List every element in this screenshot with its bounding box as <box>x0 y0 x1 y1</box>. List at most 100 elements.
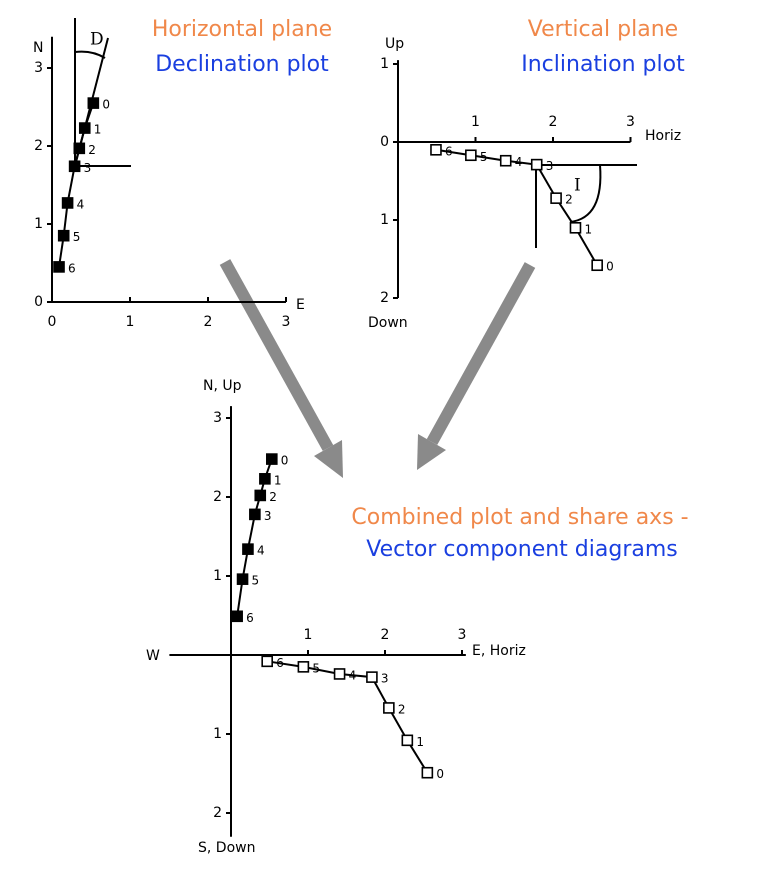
point-label: 0 <box>606 260 614 274</box>
data-point <box>333 668 346 680</box>
subtitle: Declination plot <box>155 52 329 77</box>
data-point <box>87 97 100 109</box>
data-point <box>421 766 434 779</box>
data-point <box>569 222 582 234</box>
data-point <box>465 149 477 162</box>
angle-arc <box>74 50 106 59</box>
data-point <box>499 154 512 167</box>
x-tick-label: 1 <box>126 314 135 330</box>
y-tick-label: 3 <box>34 60 43 76</box>
data-point <box>383 702 395 714</box>
data-point <box>231 610 243 623</box>
y-tick-label: 1 <box>213 726 222 742</box>
data-point <box>297 661 310 673</box>
point-label: 2 <box>565 193 573 207</box>
x-tick-label: 3 <box>282 314 291 330</box>
angle-arc <box>569 164 602 223</box>
arrow-head <box>417 434 446 470</box>
subtitle: Inclination plot <box>521 52 685 77</box>
point-label: 1 <box>274 473 282 487</box>
data-point <box>266 453 278 465</box>
y-tick-label: 1 <box>213 568 222 584</box>
data-point <box>78 122 91 134</box>
x-axis-label: E, Horiz <box>472 643 526 659</box>
title: Combined plot and share axs - <box>351 505 688 530</box>
y-tick-label: 1 <box>34 216 43 232</box>
data-point <box>401 734 414 747</box>
x-tick-label: 3 <box>458 627 467 643</box>
point-label: 4 <box>257 544 265 558</box>
y-tick-label: 2 <box>213 489 222 505</box>
title: Vertical plane <box>528 17 678 42</box>
x-tick-label: 1 <box>471 114 480 130</box>
data-point <box>550 192 562 204</box>
y-tick-label: 1 <box>380 56 389 72</box>
y-axis-label: N <box>33 40 43 56</box>
data-point <box>259 473 271 485</box>
x-tick-label: 2 <box>381 627 390 643</box>
subtitle: Vector component diagrams <box>366 537 678 562</box>
arrow <box>219 259 334 451</box>
data-point <box>53 261 65 273</box>
y-axis-label: N, Up <box>203 378 242 394</box>
y-tick-label: 1 <box>380 212 389 228</box>
data-point <box>254 489 267 502</box>
point-label: 4 <box>349 668 357 682</box>
annotation: D <box>90 30 104 50</box>
data-point <box>61 197 74 209</box>
y-tick-label: 2 <box>34 138 43 154</box>
x-tick-label: 2 <box>204 314 213 330</box>
point-label: 2 <box>88 143 96 157</box>
arrow <box>426 262 536 445</box>
y-axis-label-neg: S, Down <box>198 840 255 856</box>
series-line <box>267 660 429 774</box>
point-label: 6 <box>246 611 254 625</box>
x-axis-label: E <box>296 297 305 313</box>
arrow-head <box>314 440 343 478</box>
data-point <box>366 671 378 683</box>
x-axis-label: Horiz <box>645 128 681 144</box>
x-tick-label: 1 <box>304 627 313 643</box>
point-label: 4 <box>515 155 523 169</box>
point-label: 3 <box>264 509 272 523</box>
point-label: 0 <box>102 98 110 112</box>
data-point <box>236 573 249 585</box>
point-label: 1 <box>584 222 592 236</box>
flow-arrows <box>219 259 536 478</box>
data-point <box>249 508 261 521</box>
point-label: 3 <box>84 161 92 175</box>
y-tick-label: 0 <box>34 294 43 310</box>
data-point <box>57 229 70 242</box>
point-label: 0 <box>436 767 444 781</box>
y-axis-label: Up <box>385 36 404 52</box>
point-label: 5 <box>252 574 260 588</box>
data-point <box>261 655 273 668</box>
point-label: 4 <box>77 197 85 211</box>
point-label: 2 <box>398 702 406 716</box>
y-axis-label-neg: Down <box>368 315 408 331</box>
data-point <box>68 160 81 173</box>
y-tick-label: 0 <box>380 134 389 150</box>
y-tick-label: 2 <box>213 805 222 821</box>
data-point <box>530 158 543 171</box>
data-point <box>242 543 254 555</box>
data-point <box>73 142 86 155</box>
point-label: 6 <box>276 656 284 670</box>
x-axis-label-neg: W <box>146 648 160 664</box>
x-tick-label: 0 <box>48 314 57 330</box>
point-label: 1 <box>416 735 424 749</box>
point-label: 5 <box>480 150 488 164</box>
data-point <box>430 144 442 156</box>
point-label: 0 <box>281 454 289 468</box>
point-label: 1 <box>94 123 102 137</box>
point-label: 2 <box>269 490 277 504</box>
x-tick-label: 3 <box>626 114 635 130</box>
point-label: 5 <box>312 661 320 675</box>
point-label: 5 <box>73 230 81 244</box>
annotation: I <box>574 176 581 196</box>
point-label: 3 <box>381 672 389 686</box>
title: Horizontal plane <box>152 17 332 42</box>
y-tick-label: 3 <box>213 410 222 426</box>
y-tick-label: 2 <box>380 290 389 306</box>
